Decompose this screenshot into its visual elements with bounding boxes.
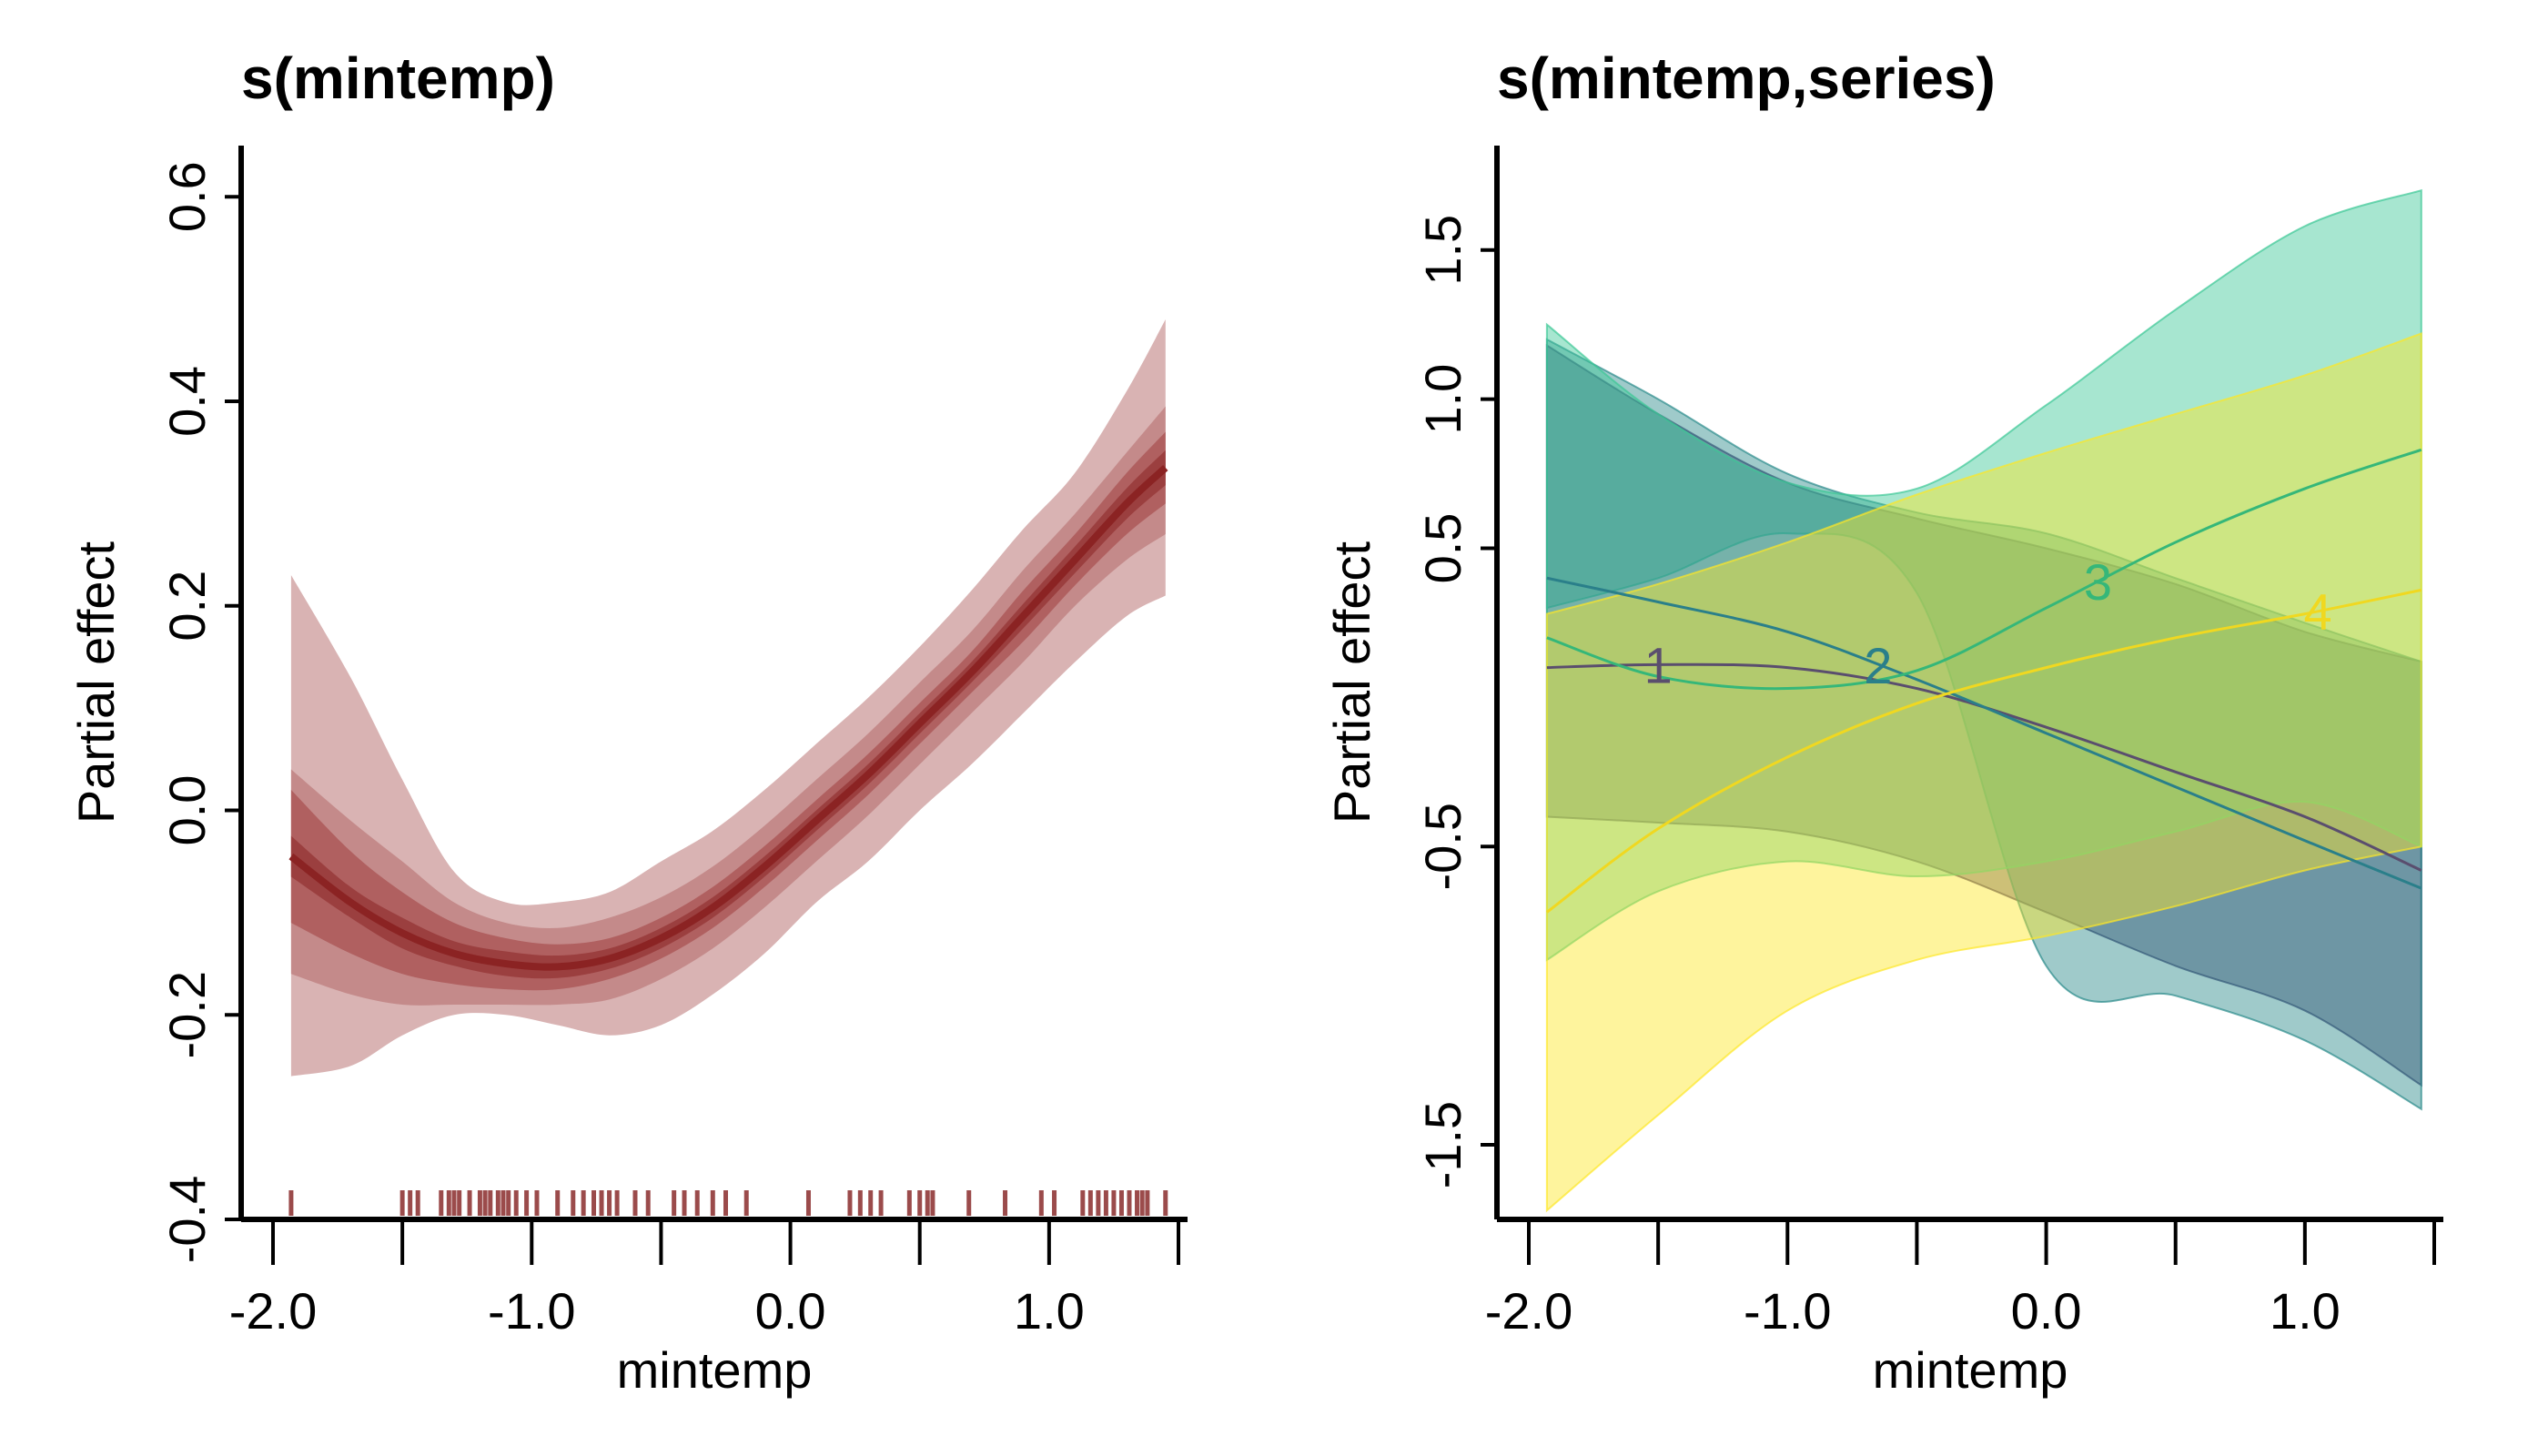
right-y-tick-label: 1.5 [1414, 215, 1471, 286]
right-x-tick-label: -1.0 [1744, 1282, 1832, 1340]
right-y-tick-label: -0.5 [1414, 803, 1471, 891]
left-chart-panel: s(mintemp) -0.4 -0.2 0.0 0.2 0.4 0.6 -2.0 -1.0 0… [67, 46, 1188, 1399]
right-series-label-2: 2 [1864, 637, 1892, 694]
right-series-labels: 1 2 3 4 [1644, 553, 2332, 694]
right-line-series-3 [1546, 448, 2422, 691]
right-series-label-3: 3 [2084, 553, 2112, 611]
right-series-label-4: 4 [2303, 583, 2331, 641]
left-x-tick-label: -2.0 [229, 1282, 318, 1340]
left-y-tick-label: 0.4 [158, 366, 216, 437]
right-series-lines [1545, 448, 2422, 914]
left-series-line [288, 465, 1168, 971]
left-y-tick-label: 0.0 [158, 775, 216, 846]
right-x-tick-label: 0.0 [2011, 1282, 2082, 1340]
left-band-core [290, 450, 1166, 979]
right-chart-title: s(mintemp,series) [1497, 46, 1996, 111]
right-axes: -1.5 -0.5 0.5 1.0 1.5 -2.0 -1.0 0.0 1.0 [1414, 146, 2443, 1340]
left-y-axis-label: Partial effect [67, 541, 125, 824]
right-x-axis-label: mintemp [1873, 1341, 2068, 1399]
right-band-series-2 [1545, 338, 2422, 1111]
left-y-tick-label: -0.4 [158, 1176, 216, 1264]
left-band-inner [290, 431, 1166, 991]
right-y-tick-label: 0.5 [1414, 513, 1471, 584]
right-x-tick-label: 1.0 [2270, 1282, 2341, 1340]
left-y-tick-label: 0.2 [158, 571, 216, 642]
left-axes: -0.4 -0.2 0.0 0.2 0.4 0.6 -2.0 -1.0 0.0 1.0 [158, 146, 1188, 1340]
right-line-series-4 [1545, 588, 2422, 914]
right-series-label-1: 1 [1644, 636, 1673, 693]
left-x-tick-label: 1.0 [1014, 1282, 1085, 1340]
right-y-tick-label: -1.5 [1414, 1101, 1471, 1189]
right-line-series-2 [1546, 576, 2422, 890]
left-x-tick-label: -1.0 [488, 1282, 576, 1340]
right-y-axis-label: Partial effect [1323, 541, 1380, 824]
right-y-tick-label: 1.0 [1414, 364, 1471, 435]
right-credible-bands [1545, 188, 2422, 1213]
right-x-tick-label: -2.0 [1485, 1282, 1573, 1340]
left-y-tick-label: 0.6 [158, 161, 216, 232]
left-credible-bands [290, 319, 1166, 1077]
left-y-tick-label: -0.2 [158, 971, 216, 1059]
right-band-series-4 [1545, 332, 2422, 1213]
left-x-axis-label: mintemp [617, 1341, 813, 1399]
left-chart-title: s(mintemp) [241, 46, 555, 111]
right-chart-panel: s(mintemp,series) 1 2 3 4 -1.5 -0.5 0.5 1.0 1.5… [1323, 46, 2443, 1399]
left-smooth-line [288, 465, 1168, 971]
left-x-tick-label: 0.0 [755, 1282, 826, 1340]
left-rug-marks [288, 1190, 1168, 1216]
